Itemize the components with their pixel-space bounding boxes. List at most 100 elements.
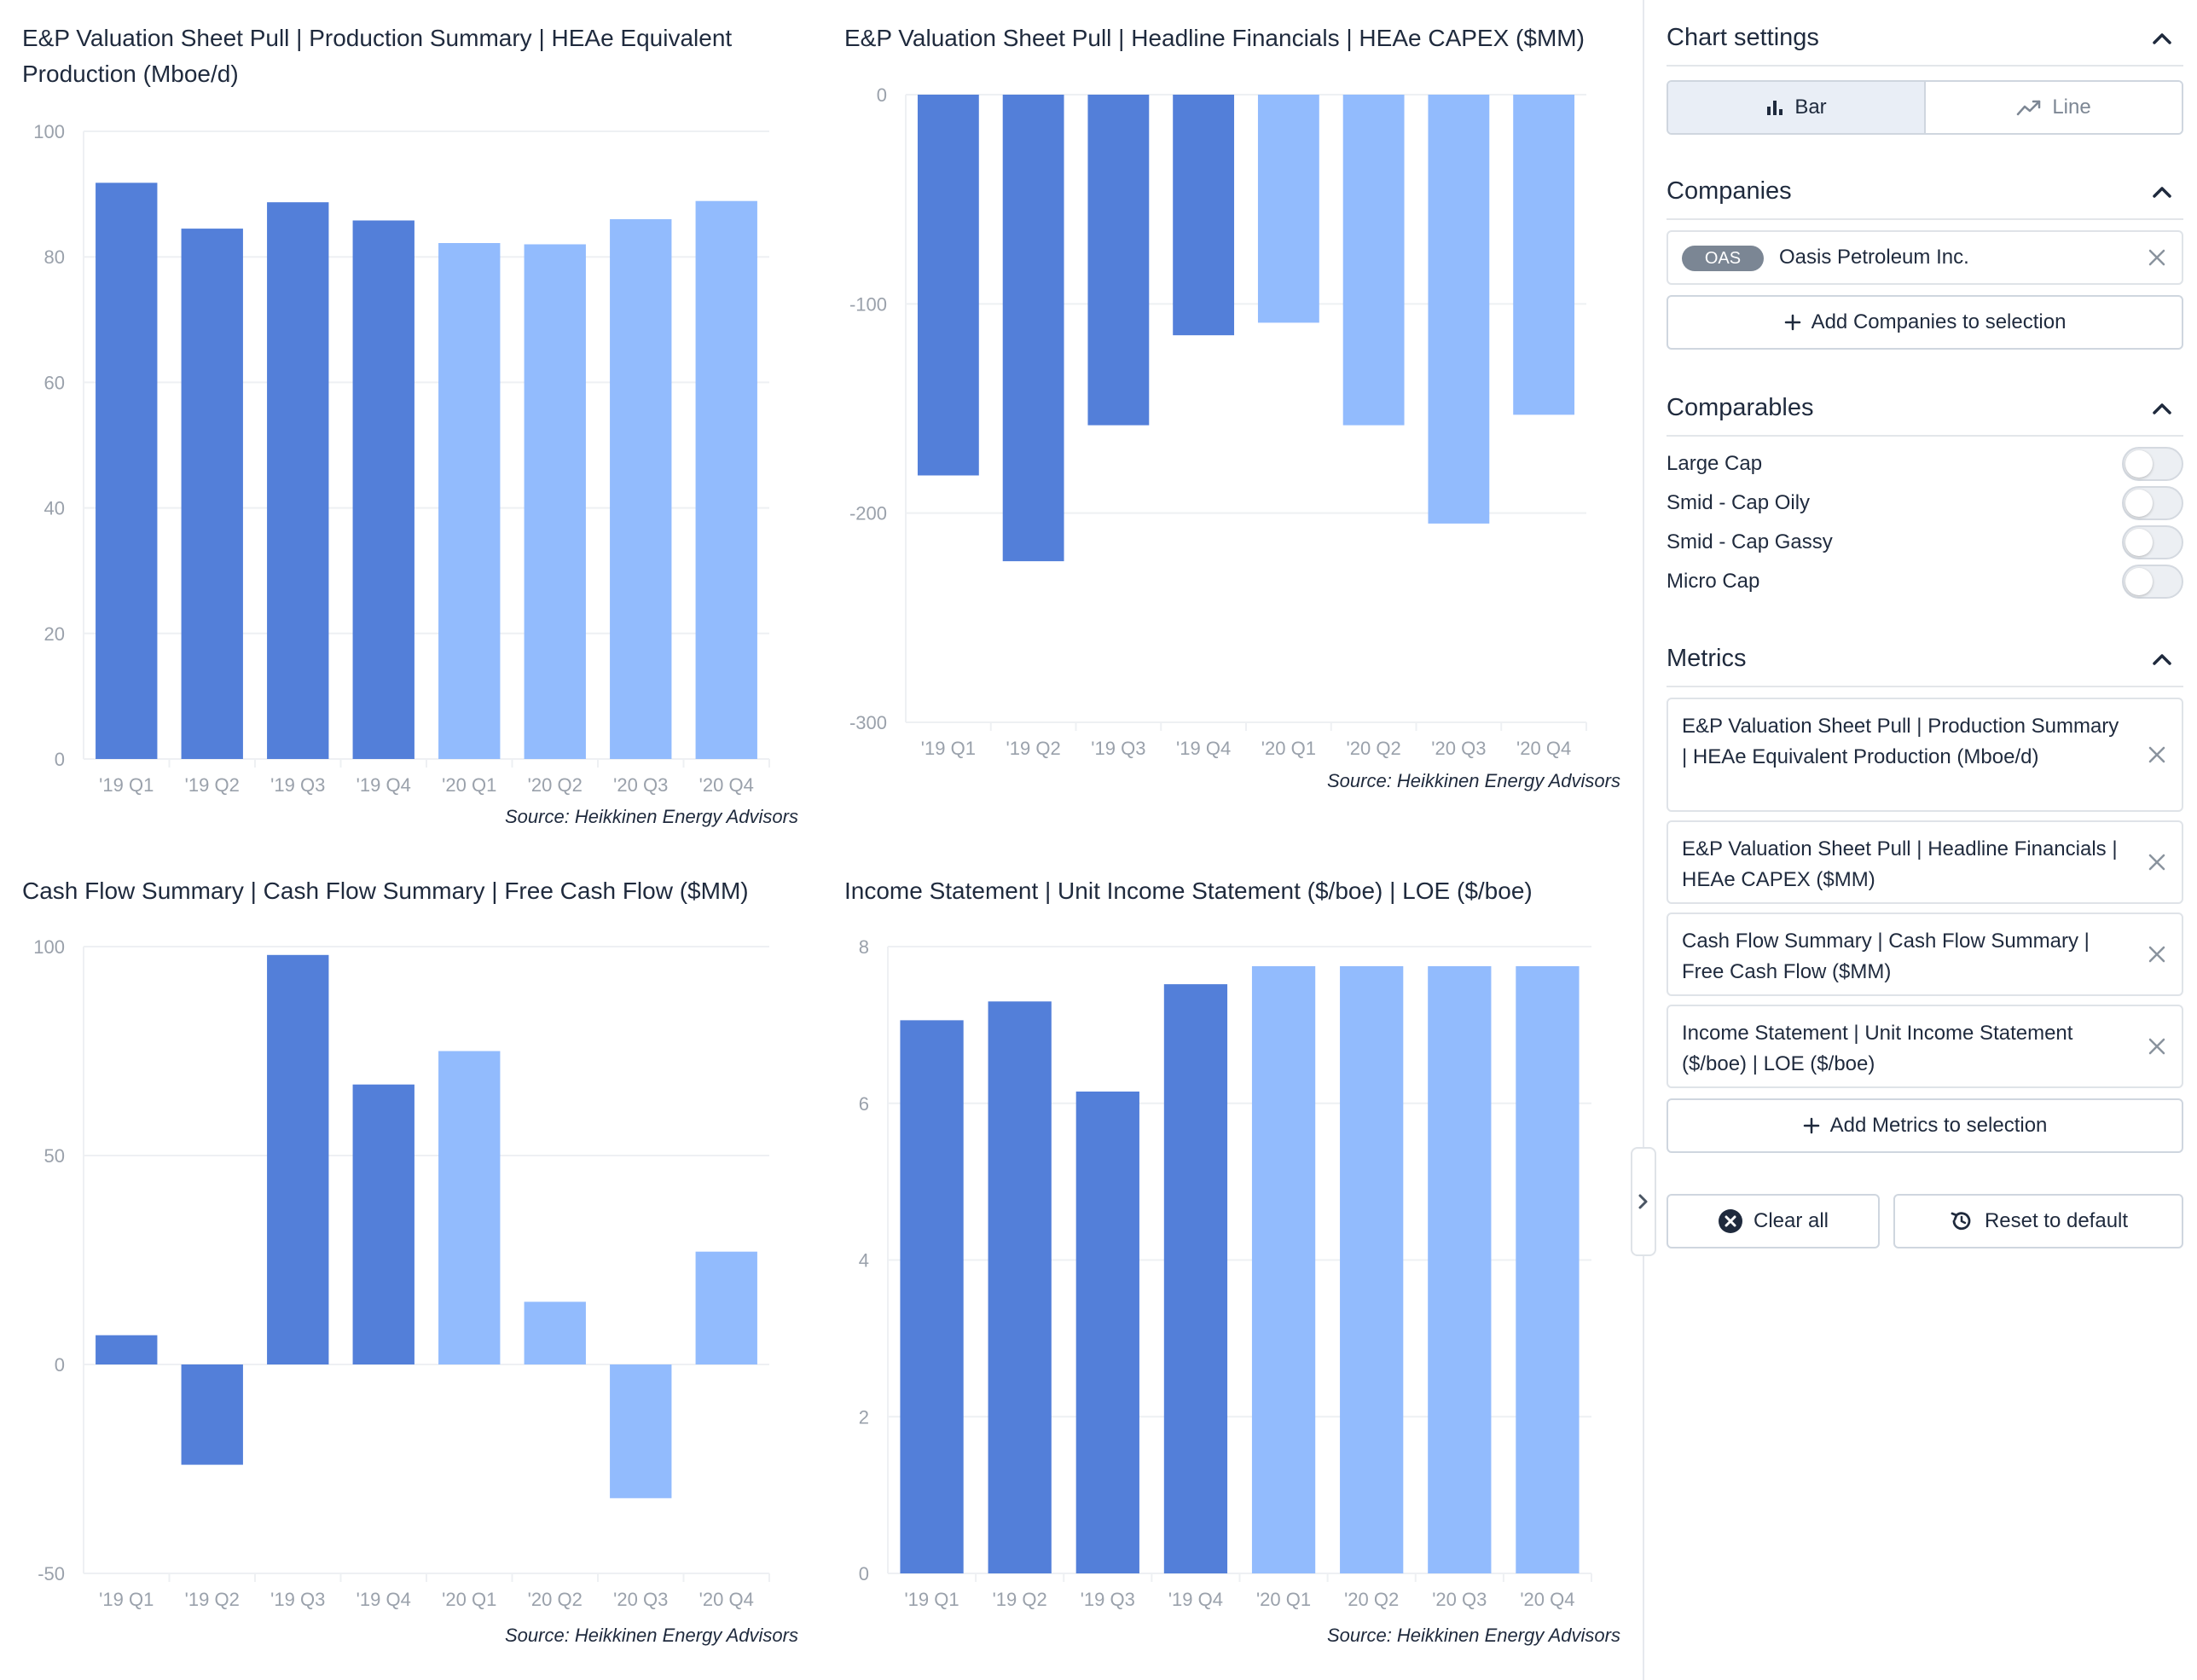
y-tick-label: 100 (33, 936, 65, 958)
bar[interactable] (1428, 95, 1490, 524)
section-header-comparables[interactable]: Comparables (1667, 384, 2183, 437)
toggle-knob (2125, 450, 2153, 478)
reset-to-default-label: Reset to default (1984, 1209, 2129, 1232)
x-tick-label: '20 Q1 (1256, 1589, 1311, 1610)
comparable-row-large-cap: Large Cap (1667, 445, 2183, 483)
line-chart-button[interactable]: Line (1926, 82, 2182, 133)
bar[interactable] (1340, 965, 1404, 1573)
bar[interactable] (1163, 984, 1228, 1573)
bar[interactable] (96, 182, 158, 760)
collapse-sidebar-handle[interactable] (1631, 1147, 1656, 1256)
bar[interactable] (610, 1364, 672, 1498)
bar[interactable] (900, 1020, 964, 1573)
y-tick-label: 0 (55, 749, 65, 770)
source-note: Source: Heikkinen Energy Advisors (504, 806, 798, 827)
company-chip-row: OAS Oasis Petroleum Inc. (1667, 230, 2183, 285)
bar[interactable] (1251, 965, 1316, 1573)
x-tick-label: '19 Q2 (185, 1589, 240, 1610)
close-icon[interactable] (2148, 248, 2166, 267)
source-note: Source: Heikkinen Energy Advisors (1326, 770, 1620, 791)
bar[interactable] (1002, 95, 1064, 562)
smid-cap-gassy-toggle[interactable] (2122, 525, 2183, 559)
close-icon[interactable] (2148, 745, 2166, 764)
close-icon[interactable] (2148, 945, 2166, 964)
large-cap-toggle[interactable] (2122, 447, 2183, 481)
bar[interactable] (1257, 95, 1319, 323)
x-tick-label: '20 Q3 (1432, 1589, 1487, 1610)
bar[interactable] (1516, 965, 1580, 1573)
x-tick-label: '20 Q3 (613, 774, 668, 796)
clear-all-button[interactable]: Clear all (1667, 1194, 1880, 1248)
bar[interactable] (181, 1364, 243, 1465)
x-tick-label: '20 Q4 (1520, 1589, 1574, 1610)
chevron-up-icon[interactable] (2151, 401, 2173, 416)
bar[interactable] (695, 1251, 757, 1364)
chevron-up-icon[interactable] (2151, 184, 2173, 200)
add-metrics-button[interactable]: Add Metrics to selection (1667, 1098, 2183, 1153)
bar[interactable] (267, 202, 329, 760)
section-header-chart-settings[interactable]: Chart settings (1667, 14, 2183, 67)
y-tick-label: -100 (849, 293, 887, 315)
bar[interactable] (1173, 95, 1235, 336)
toggle-knob (2125, 568, 2153, 595)
bar[interactable] (1342, 95, 1405, 426)
bar[interactable] (695, 200, 757, 760)
x-tick-label: '20 Q2 (528, 1589, 583, 1610)
bar[interactable] (524, 244, 586, 760)
bar[interactable] (438, 1051, 501, 1365)
add-companies-button[interactable]: Add Companies to selection (1667, 295, 2183, 350)
reset-to-default-button[interactable]: Reset to default (1893, 1194, 2183, 1248)
y-tick-label: 8 (859, 936, 869, 958)
chart-title: Cash Flow Summary | Cash Flow Summary | … (22, 878, 749, 904)
bar[interactable] (1087, 95, 1150, 426)
x-tick-label: '20 Q2 (1344, 1589, 1399, 1610)
bar[interactable] (181, 229, 243, 760)
y-tick-label: -200 (849, 503, 887, 524)
bar[interactable] (1428, 965, 1492, 1573)
y-tick-label: 2 (859, 1406, 869, 1428)
chevron-up-icon[interactable] (2151, 652, 2173, 667)
bar[interactable] (988, 1001, 1052, 1573)
bar[interactable] (524, 1301, 586, 1365)
micro-cap-toggle[interactable] (2122, 565, 2183, 599)
bar[interactable] (352, 1084, 414, 1364)
capex-chart: -300 -200 -100 0 '19 Q1 '19 Q2 '19 Q3 '19 Q4 '20… (849, 84, 1587, 759)
x-tick-label: '20 Q4 (1516, 738, 1571, 759)
bar[interactable] (267, 954, 329, 1364)
x-tick-label: '19 Q3 (1091, 738, 1145, 759)
chart-panel-capex: E&P Valuation Sheet Pull | Headline Fina… (822, 0, 1641, 853)
loe-chart: 0 2 4 6 8 '19 Q1 '19 Q2 '19 Q3 '19 Q4 '20 Q1 '20 Q… (859, 936, 1592, 1610)
x-tick-label: '20 Q1 (442, 1589, 496, 1610)
metric-card: Income Statement | Unit Income Statement… (1667, 1005, 2183, 1088)
x-tick-label: '20 Q4 (699, 1589, 754, 1610)
close-icon[interactable] (2148, 1037, 2166, 1056)
source-note: Source: Heikkinen Energy Advisors (1326, 1625, 1620, 1646)
clear-circle-icon (1718, 1209, 1742, 1233)
x-tick-label: '20 Q4 (699, 774, 754, 796)
chevron-up-icon[interactable] (2151, 31, 2173, 46)
add-companies-label: Add Companies to selection (1811, 310, 2067, 333)
bar-chart-button[interactable]: Bar (1668, 82, 1926, 133)
section-title: Metrics (1667, 645, 1747, 672)
ticker-badge: OAS (1682, 246, 1764, 271)
clear-all-label: Clear all (1753, 1209, 1829, 1232)
y-tick-label: 20 (44, 623, 65, 645)
x-tick-label: '19 Q2 (1006, 738, 1061, 759)
smid-cap-oily-toggle[interactable] (2122, 486, 2183, 520)
bar[interactable] (610, 219, 672, 759)
line-chart-icon (2017, 100, 2041, 116)
y-tick-label: -300 (849, 712, 887, 733)
bar[interactable] (96, 1335, 158, 1364)
free-cash-flow-chart: -50 0 50 100 '19 Q1 '19 Q2 '19 Q3 '19 Q4 '20 Q1 '… (33, 936, 770, 1610)
x-tick-label: '19 Q3 (270, 774, 325, 796)
bar[interactable] (352, 220, 414, 760)
bar[interactable] (438, 243, 501, 759)
close-icon[interactable] (2148, 853, 2166, 872)
x-tick-label: '19 Q3 (1081, 1589, 1135, 1610)
section-title: Comparables (1667, 394, 1814, 421)
bar[interactable] (917, 95, 979, 476)
bar[interactable] (1075, 1091, 1139, 1573)
section-header-metrics[interactable]: Metrics (1667, 634, 2183, 687)
bar[interactable] (1513, 95, 1575, 415)
section-header-companies[interactable]: Companies (1667, 167, 2183, 220)
